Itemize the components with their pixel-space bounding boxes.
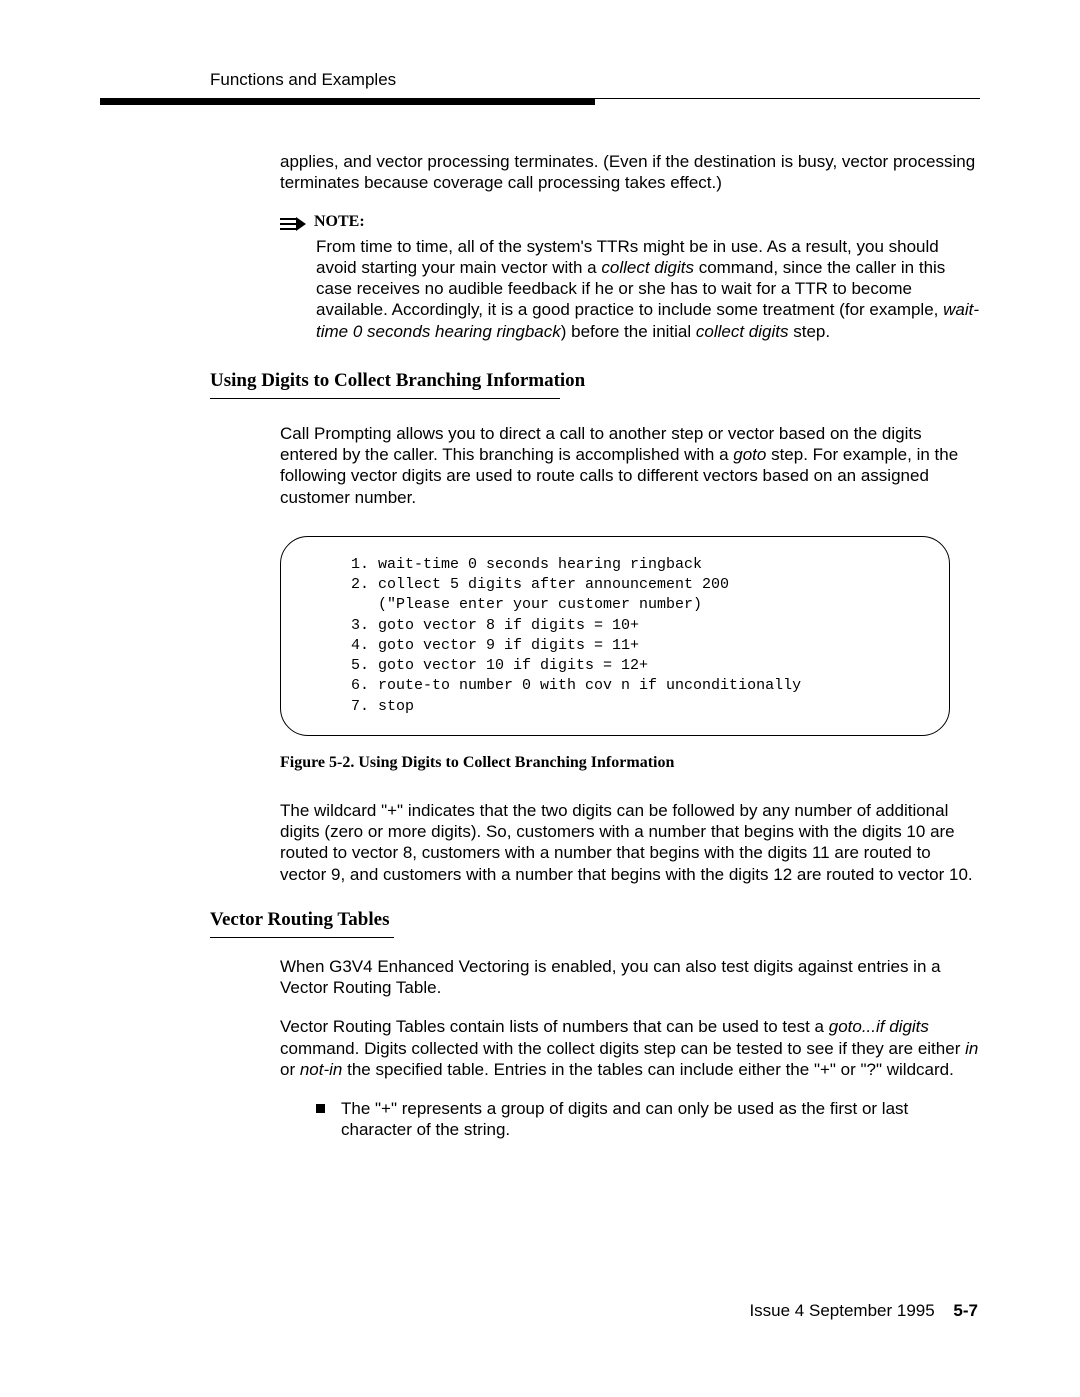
bullet-list: The "+" represents a group of digits and… [316,1098,976,1141]
sec2-p2i2: in [965,1039,978,1058]
section-heading-vrt: Vector Routing Tables [210,909,980,931]
section-heading-branching: Using Digits to Collect Branching Inform… [210,370,980,392]
footer-issue: Issue 4 September 1995 [749,1301,934,1320]
note-t4: step. [789,322,831,341]
section-rule [210,398,560,399]
note-block: NOTE: From time to time, all of the syst… [280,212,980,342]
sec2-p2b: command. Digits collected with the colle… [280,1039,965,1058]
note-arrow-icon [280,215,306,229]
bullet-text: The "+" represents a group of digits and… [341,1098,976,1141]
note-label: NOTE: [314,212,365,232]
list-item: The "+" represents a group of digits and… [316,1098,976,1141]
wildcard-para-wrap: The wildcard "+" indicates that the two … [280,800,980,885]
bullet-marker-icon [316,1104,325,1113]
para-continuation: applies, and vector processing terminate… [280,151,980,194]
figure-caption: Figure 5-2. Using Digits to Collect Bran… [280,754,980,772]
sec1-p1i: goto [733,445,766,464]
sec2-p2d: the specified table. Entries in the tabl… [342,1060,953,1079]
note-body: From time to time, all of the system's T… [316,236,980,342]
sec1-body: Call Prompting allows you to direct a ca… [280,423,980,508]
page-content: Functions and Examples applies, and vect… [100,70,980,1141]
sec2-p2i3: not-in [300,1060,343,1079]
sec2-para2: Vector Routing Tables contain lists of n… [280,1016,980,1080]
sec2-p2a: Vector Routing Tables contain lists of n… [280,1017,829,1036]
note-i3: collect digits [696,322,789,341]
note-t3: ) before the initial [561,322,696,341]
code-listing: 1. wait-time 0 seconds hearing ringback … [280,536,950,736]
sec2-body: When G3V4 Enhanced Vectoring is enabled,… [280,956,980,1080]
page-footer: Issue 4 September 1995 5-7 [749,1301,978,1321]
running-head: Functions and Examples [210,70,980,90]
sec2-para1: When G3V4 Enhanced Vectoring is enabled,… [280,956,980,999]
sec1-para1: Call Prompting allows you to direct a ca… [280,423,980,508]
intro-paragraph: applies, and vector processing terminate… [280,151,980,342]
section-rule-short [210,937,394,938]
note-i1: collect digits [601,258,694,277]
sec2-p2c: or [280,1060,300,1079]
note-head: NOTE: [280,212,980,232]
wildcard-para: The wildcard "+" indicates that the two … [280,800,980,885]
footer-page-number: 5-7 [953,1301,978,1320]
sec2-p2i1: goto...if digits [829,1017,929,1036]
